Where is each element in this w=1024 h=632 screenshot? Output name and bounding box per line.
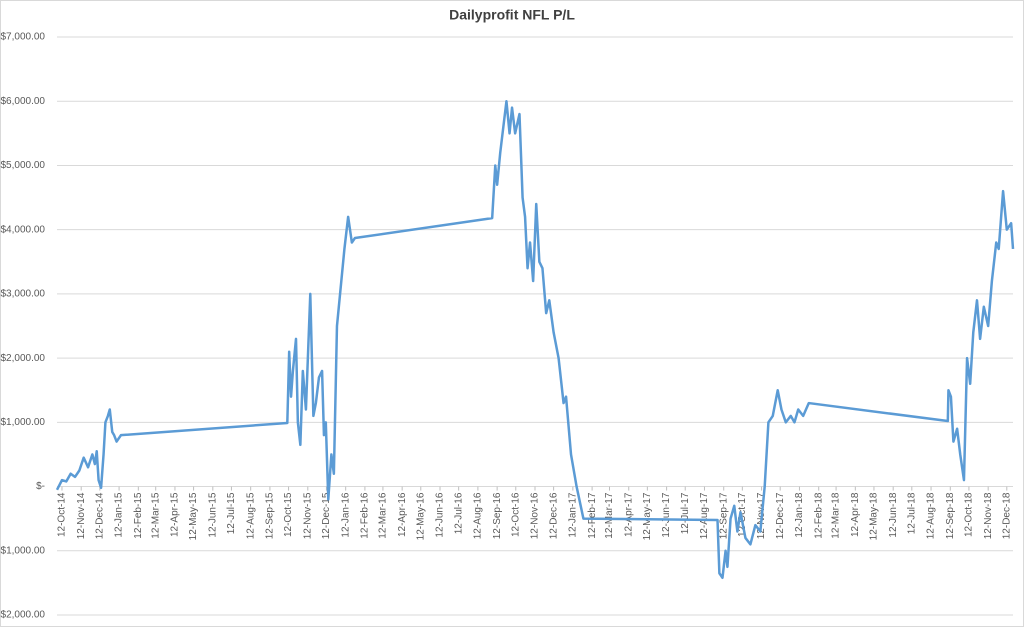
- x-tick-label: 12-Apr-16: [397, 492, 408, 537]
- x-tick-label: 12-May-15: [188, 492, 199, 540]
- x-tick-label: 12-Nov-14: [76, 492, 87, 539]
- x-tick-label: 12-Jun-15: [207, 492, 218, 537]
- x-tick-label: 12-Sep-17: [718, 492, 729, 539]
- y-tick-label: $5,000.00: [1, 160, 46, 171]
- x-tick-label: 12-Oct-18: [964, 492, 975, 537]
- x-tick-label: 12-Mar-18: [831, 492, 842, 539]
- x-tick-label: 12-Oct-15: [283, 492, 294, 537]
- x-tick-label: 12-Sep-16: [492, 492, 503, 539]
- x-tick-label: 12-Jul-15: [226, 492, 237, 534]
- x-tick-label: 12-Oct-14: [57, 492, 68, 537]
- x-tick-label: 12-Jun-16: [435, 492, 446, 537]
- x-tick-label: 12-Aug-16: [473, 492, 484, 539]
- x-tick-label: 12-Dec-15: [321, 492, 332, 539]
- x-tick-label: 12-Aug-17: [699, 492, 710, 539]
- x-tick-label: 12-Dec-16: [548, 492, 559, 539]
- x-tick-label: 12-Dec-18: [1001, 492, 1012, 539]
- x-tick-label: 12-Feb-16: [360, 492, 371, 539]
- x-tick-label: 12-Feb-18: [813, 492, 824, 539]
- y-tick-label: -$1,000.00: [0, 545, 45, 556]
- y-tick-label: $3,000.00: [1, 289, 46, 300]
- x-tick-label: 12-Mar-15: [150, 492, 161, 539]
- x-tick-label: 12-Sep-18: [945, 492, 956, 539]
- y-tick-label: $2,000.00: [1, 353, 46, 364]
- x-tick-label: 12-Jul-16: [453, 492, 464, 534]
- data-line: [55, 99, 1015, 579]
- x-tick-label: 12-Jul-18: [906, 492, 917, 534]
- y-tick-label: $7,000.00: [1, 32, 46, 43]
- y-tick-label: -$2,000.00: [0, 610, 45, 621]
- x-tick-label: 12-Jun-17: [661, 492, 672, 537]
- y-tick-label: $1,000.00: [1, 417, 46, 428]
- x-tick-label: 12-Nov-18: [983, 492, 994, 539]
- chart-title: Dailyprofit NFL P/L: [449, 7, 575, 23]
- x-tick-label: 12-May-16: [415, 492, 426, 540]
- x-tick-label: 12-Sep-15: [265, 492, 276, 539]
- x-tick-label: 12-Mar-16: [378, 492, 389, 539]
- x-tick-label: 12-Jan-18: [794, 492, 805, 537]
- x-tick-label: 12-Aug-18: [926, 492, 937, 539]
- x-tick-label: 12-May-18: [869, 492, 880, 540]
- x-tick-label: 12-Apr-17: [623, 492, 634, 537]
- x-tick-label: 12-Jul-17: [680, 492, 691, 534]
- x-tick-label: 12-Dec-17: [775, 492, 786, 539]
- x-tick-label: 12-May-17: [642, 492, 653, 540]
- y-tick-label: $4,000.00: [1, 224, 46, 235]
- x-tick-label: 12-Dec-14: [94, 492, 105, 539]
- x-tick-label: 12-Aug-15: [245, 492, 256, 539]
- x-tick-label: 12-Feb-17: [587, 492, 598, 539]
- x-tick-label: 12-Apr-18: [850, 492, 861, 537]
- x-tick-label: 12-Feb-15: [133, 492, 144, 539]
- x-tick-label: 12-Jan-15: [114, 492, 125, 537]
- y-tick-label: $-: [36, 481, 45, 492]
- x-tick-label: 12-Jun-18: [888, 492, 899, 537]
- x-tick-label: 12-Oct-17: [737, 492, 748, 537]
- x-tick-label: 12-Oct-16: [510, 492, 521, 537]
- x-tick-label: 12-Apr-15: [170, 492, 181, 537]
- x-tick-label: 12-Jan-17: [568, 492, 579, 537]
- y-tick-label: $6,000.00: [1, 96, 46, 107]
- x-tick-label: 12-Nov-15: [302, 492, 313, 539]
- x-tick-label: 12-Mar-17: [604, 492, 615, 539]
- x-tick-label: 12-Jan-16: [340, 492, 351, 537]
- x-tick-label: 12-Nov-16: [530, 492, 541, 539]
